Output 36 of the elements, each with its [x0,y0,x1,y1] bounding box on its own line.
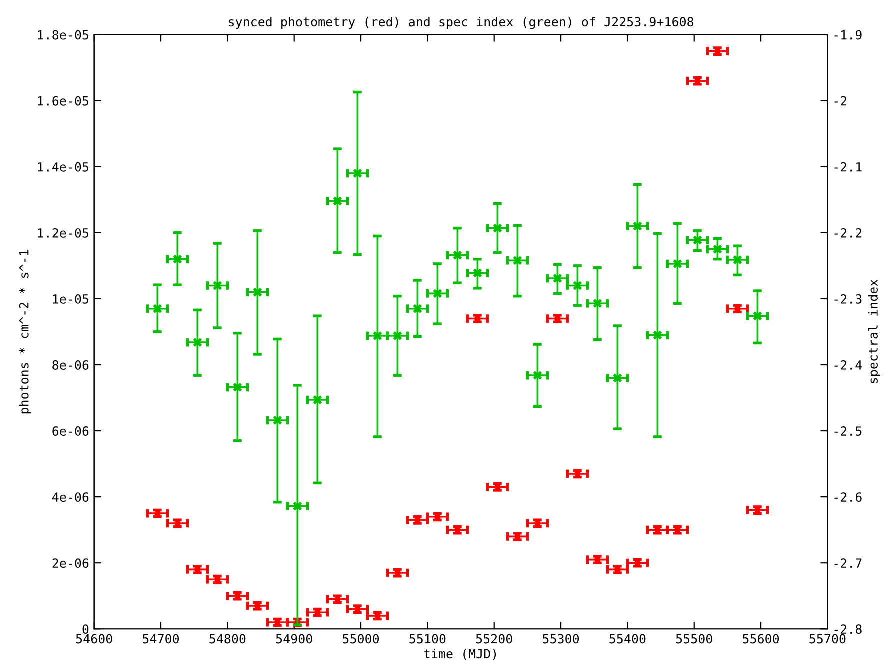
y2-tick-label: -2.4 [834,360,862,370]
y-tick-label: 2e-06 [52,558,89,568]
x-tick-label: 55100 [410,634,446,644]
y2-tick-label: -2.5 [834,426,862,436]
x-tick-label: 54900 [276,634,312,644]
y2-tick-label: -2.1 [834,162,862,172]
y-tick-label: 1.6e-05 [38,96,88,106]
x-axis-title: time (MJD) [424,649,496,660]
x-tick-label: 55300 [543,634,580,644]
y-tick-label: 0 [82,624,89,634]
y2-tick-label: -2.6 [834,492,862,502]
x-tick-label: 55000 [343,634,380,644]
x-tick-label: 55200 [476,634,512,644]
x-tick-label: 55400 [610,634,646,644]
y-tick-label: 6e-06 [52,426,89,436]
y-tick-label: 1.8e-05 [38,30,88,40]
x-tick-label: 55600 [743,634,780,644]
y2-tick-label: -2.8 [834,624,862,634]
x-tick-label: 54700 [143,634,180,644]
y2-tick-label: -1.9 [834,30,862,40]
x-tick-label: 54600 [76,634,112,644]
x-tick-label: 54800 [210,634,246,644]
y-tick-label: 1.4e-05 [38,162,88,172]
x-tick-label: 55500 [676,634,712,644]
chart-title: synced photometry (red) and spec index (green) of J2253.9+1608 [229,17,694,30]
y2-tick-label: -2.3 [834,294,862,304]
y2-tick-label: -2.7 [834,558,862,568]
x-tick-label: 55700 [810,634,846,644]
y-tick-label: 8e-06 [52,360,89,370]
y2-axis-title: spectral index [868,280,880,384]
y2-tick-label: -2.2 [834,228,862,238]
y-axis-title: photons * cm^-2 * s^-1 [19,250,32,414]
y-tick-label: 1e-05 [53,294,88,304]
y2-tick-label: -2 [834,96,847,106]
y-tick-label: 1.2e-05 [38,228,88,238]
y-tick-label: 4e-06 [52,492,89,502]
